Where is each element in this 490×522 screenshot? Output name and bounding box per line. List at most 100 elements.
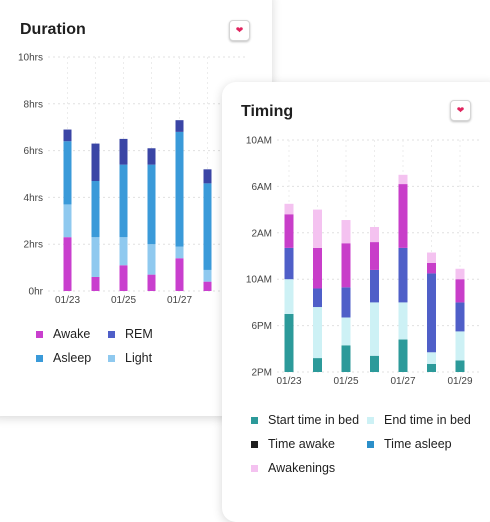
bar-segment[interactable] [63,237,72,291]
legend-label: Time awake [268,437,335,451]
bar-segment[interactable] [284,214,294,248]
bar-segment[interactable] [91,276,100,291]
bar-segment[interactable] [427,252,436,263]
y-tick-label: 6PM [251,321,272,332]
legend-label: Start time in bed [268,413,360,427]
bar-segment[interactable] [175,120,184,132]
y-tick-label: 6hrs [24,146,43,157]
legend-label: Awakenings [268,461,336,475]
legend-swatch [36,330,43,338]
bar-segment[interactable] [119,237,128,266]
y-tick-label: 10AM [246,275,272,286]
bar-segment[interactable] [370,242,379,270]
bar-segment[interactable] [341,287,351,318]
bar-segment[interactable] [91,181,100,238]
bar-segment[interactable] [175,246,184,259]
bar-segment[interactable] [398,184,408,248]
bar-segment[interactable] [63,129,72,142]
bar-segment[interactable] [455,360,465,372]
bar-segment[interactable] [284,247,294,280]
legend-item-start-time-in-bed[interactable]: Start time in bed [251,413,367,427]
bar-segment[interactable] [119,265,128,291]
bar-segment[interactable] [427,363,436,372]
bar-segment[interactable] [341,243,351,288]
bar-segment[interactable] [398,339,408,372]
y-tick-label: 10AM [246,136,272,147]
bar-segment[interactable] [284,314,294,372]
legend-item-awakenings[interactable]: Awakenings [251,461,367,475]
bar-segment[interactable] [341,317,351,346]
legend-item-awake[interactable]: Awake [36,327,108,341]
legend-item-time-asleep[interactable]: Time asleep [367,437,477,451]
y-tick-label: 4hrs [24,193,43,204]
bar-segment[interactable] [284,279,294,314]
bar-segment[interactable] [427,352,436,364]
bar-segment[interactable] [313,288,322,308]
y-tick-label: 10hrs [18,53,43,64]
legend-label: Light [125,351,153,365]
bar-segment[interactable] [147,244,156,275]
bar-segment[interactable] [147,164,156,245]
bar-segment[interactable] [455,279,465,303]
bar-segment[interactable] [63,204,72,238]
timing-favorite-button[interactable]: ❤ [450,100,471,121]
bar-segment[interactable] [313,307,322,359]
y-tick-label: 8hrs [24,99,43,110]
legend-swatch [251,440,258,448]
timing-legend: Start time in bed End time in bed Time a… [251,413,477,475]
x-tick-label: 01/23 [276,376,301,387]
bar-segment[interactable] [203,281,212,291]
bar-segment[interactable] [175,258,184,291]
bar-segment[interactable] [341,345,351,372]
bar-segment[interactable] [455,268,465,280]
duration-title: Duration [20,21,86,38]
bar-segment[interactable] [341,220,351,244]
bar-segment[interactable] [91,237,100,277]
bar-segment[interactable] [119,164,128,238]
legend-item-asleep[interactable]: Asleep [36,351,108,365]
legend-label: Awake [53,327,91,341]
legend-item-time-awake[interactable]: Time awake [251,437,367,451]
bar-segment[interactable] [203,183,212,270]
bar-segment[interactable] [398,174,408,185]
bar-segment[interactable] [370,269,379,303]
legend-swatch [251,416,258,424]
bar-segment[interactable] [427,262,436,274]
bar-segment[interactable] [203,269,212,282]
bar-segment[interactable] [147,274,156,291]
legend-label: Asleep [53,351,92,365]
bar-segment[interactable] [284,203,294,215]
bar-segment[interactable] [175,131,184,247]
bar-segment[interactable] [427,273,436,353]
bar-segment[interactable] [313,247,322,289]
legend-swatch [108,354,115,362]
bar-segment[interactable] [119,138,128,165]
legend-swatch [36,354,43,362]
bar-segment[interactable] [91,143,100,182]
bar-segment[interactable] [313,358,322,372]
legend-item-rem[interactable]: REM [108,327,198,341]
bar-segment[interactable] [370,355,379,372]
legend-swatch [367,416,374,424]
x-tick-label: 01/27 [390,376,415,387]
x-tick-label: 01/25 [333,376,358,387]
bar-segment[interactable] [147,148,156,165]
legend-item-light[interactable]: Light [108,351,198,365]
x-tick-label: 01/25 [111,295,136,306]
legend-item-end-time-in-bed[interactable]: End time in bed [367,413,477,427]
bar-segment[interactable] [455,331,465,361]
bar-segment[interactable] [370,302,379,356]
y-tick-label: 0hr [29,287,44,298]
bar-segment[interactable] [203,169,212,184]
bar-segment[interactable] [63,141,72,205]
bar-segment[interactable] [398,302,408,340]
y-tick-label: 2hrs [24,240,43,251]
timing-card: Timing ❤ 2PM 6PM 10AM 2AM 6AM 10AM 01/23 01/25 0… [222,82,490,522]
bar-segment[interactable] [313,209,322,248]
bar-segment[interactable] [455,302,465,332]
bar-segment[interactable] [398,247,408,303]
x-tick-label: 01/23 [55,295,80,306]
duration-favorite-button[interactable]: ❤ [229,20,250,41]
bar-segment[interactable] [370,227,379,243]
legend-swatch [251,464,258,472]
